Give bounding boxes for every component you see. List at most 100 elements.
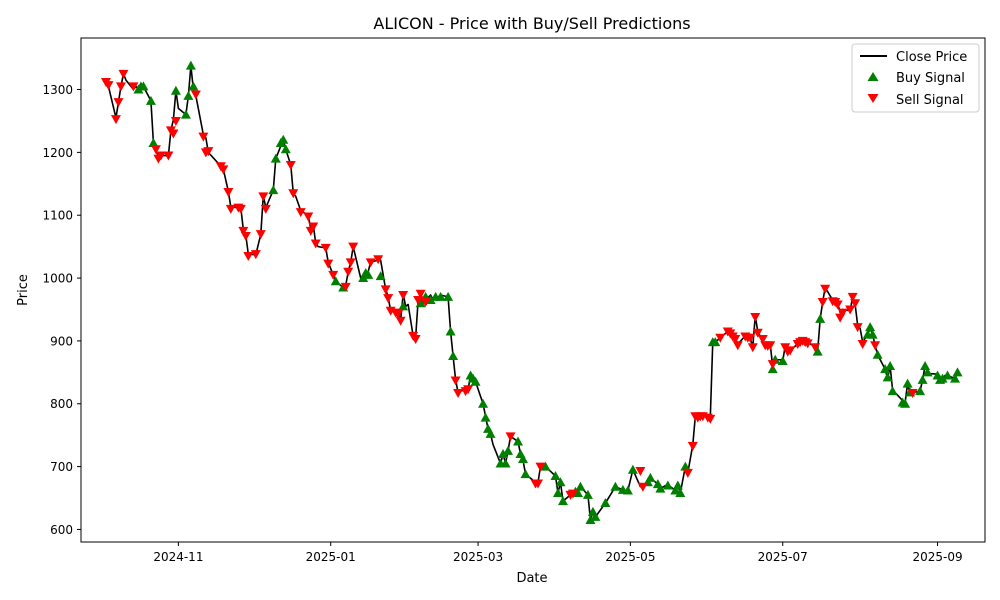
x-tick-label: 2025-07 (758, 550, 808, 564)
buy-signal-marker (662, 480, 673, 490)
sell-signal-marker (785, 346, 796, 356)
sell-signal-marker (850, 299, 861, 309)
x-tick-label: 2025-09 (912, 550, 962, 564)
buy-signal-marker (445, 326, 456, 336)
buy-signal-marker (887, 386, 898, 396)
sell-signal-marker (420, 297, 431, 307)
sell-signal-marker (128, 82, 139, 92)
sell-signal-marker (415, 289, 426, 299)
buy-signal-marker (550, 471, 561, 481)
sell-signal-marker (767, 360, 778, 370)
x-tick-label: 2025-05 (605, 550, 655, 564)
buy-signal-marker (655, 483, 666, 493)
sell-signal-marker (847, 292, 858, 302)
y-tick-label: 800 (50, 397, 73, 411)
sell-signal-marker (308, 222, 319, 232)
sell-signal-marker (150, 145, 161, 155)
sell-signal-marker (820, 284, 831, 294)
sell-signal-marker (635, 466, 646, 476)
buy-signal-marker (470, 376, 481, 386)
sell-signal-marker (410, 335, 421, 345)
buy-signal-marker (552, 487, 563, 497)
buy-signal-marker (882, 372, 893, 382)
sell-signal-marker (238, 226, 249, 236)
sell-signal-marker (155, 151, 166, 161)
sell-signal-marker (765, 341, 776, 351)
buy-signal-marker (270, 153, 281, 163)
buy-signal-marker (627, 464, 638, 474)
buy-signal-marker (358, 273, 369, 283)
y-tick-label: 1000 (42, 272, 73, 286)
sell-signal-marker (373, 255, 384, 265)
buy-signal-marker (398, 301, 409, 311)
sell-signal-marker (295, 208, 306, 218)
buy-signal-marker (600, 498, 611, 508)
sell-signal-marker (752, 328, 763, 338)
sell-signal-marker (250, 250, 261, 260)
sell-signal-marker (285, 160, 296, 170)
sell-signal-marker (857, 340, 868, 350)
sell-signal-marker (163, 151, 174, 161)
x-tick-label: 2024-11 (153, 550, 203, 564)
plot-area (80, 37, 986, 543)
buy-signal-marker (183, 90, 194, 100)
buy-signal-marker (145, 95, 156, 105)
buy-signal-marker (448, 350, 459, 360)
buy-signal-marker (148, 137, 159, 147)
legend-buy-marker (867, 72, 879, 81)
sell-signal-marker (453, 389, 464, 399)
legend-sell-marker (867, 94, 879, 103)
y-tick-label: 600 (50, 523, 73, 537)
sell-signal-marker (567, 489, 578, 499)
sell-signal-marker (637, 482, 648, 492)
buy-signal-marker (555, 477, 566, 487)
sell-signal-marker (450, 376, 461, 386)
buy-signal-marker (645, 472, 656, 482)
sell-signal-marker (802, 339, 813, 349)
buy-signal-marker (518, 454, 529, 464)
sell-signal-marker (393, 309, 404, 319)
buy-signal-marker (585, 515, 596, 524)
sell-signal-marker (303, 212, 314, 222)
sell-signal-marker (240, 231, 251, 241)
x-tick-label: 2025-01 (306, 550, 356, 564)
buy-signal-marker (710, 337, 721, 347)
y-tick-label: 900 (50, 334, 73, 348)
y-tick-label: 1200 (42, 146, 73, 160)
sell-signal-marker (288, 189, 299, 199)
buy-signal-marker (815, 313, 826, 323)
buy-signal-marker (280, 144, 291, 154)
buy-signal-marker (942, 370, 953, 380)
buy-signal-marker (865, 322, 876, 332)
buy-signal-marker (330, 276, 341, 286)
legend-label-buy-signal: Buy Signal (896, 71, 965, 86)
x-axis: 2024-11 2025-01 2025-03 2025-05 2025-07 2025-… (153, 542, 963, 564)
sell-signal-marker (870, 341, 881, 351)
buy-signal-marker (278, 134, 289, 144)
sell-signal-marker (225, 204, 236, 214)
sell-signal-marker (398, 291, 409, 301)
buy-signal-marker (670, 485, 681, 495)
sell-signal-marker (837, 308, 848, 318)
sell-signal-marker (682, 468, 693, 478)
buy-signal-marker (937, 373, 948, 383)
sell-signal-marker (235, 204, 246, 214)
sell-signal-marker (463, 385, 474, 395)
sell-signal-marker (532, 479, 543, 489)
y-tick-label: 1300 (42, 83, 73, 97)
sell-signal-marker (320, 243, 331, 253)
sell-signal-marker (115, 82, 126, 92)
sell-signal-marker (730, 335, 741, 345)
buy-signal-marker (188, 81, 199, 91)
buy-signal-marker (503, 445, 514, 455)
sell-signal-marker (757, 335, 768, 345)
buy-signal-marker (885, 361, 896, 371)
buy-signal-marker (917, 374, 928, 384)
buy-signal-marker (622, 485, 633, 495)
buy-signal-marker (540, 461, 551, 471)
sell-signal-marker (845, 305, 856, 315)
legend-box (851, 43, 980, 113)
buy-signal-marker (480, 412, 491, 422)
buy-signal-marker (950, 373, 961, 383)
y-tick-label: 1100 (42, 209, 73, 223)
